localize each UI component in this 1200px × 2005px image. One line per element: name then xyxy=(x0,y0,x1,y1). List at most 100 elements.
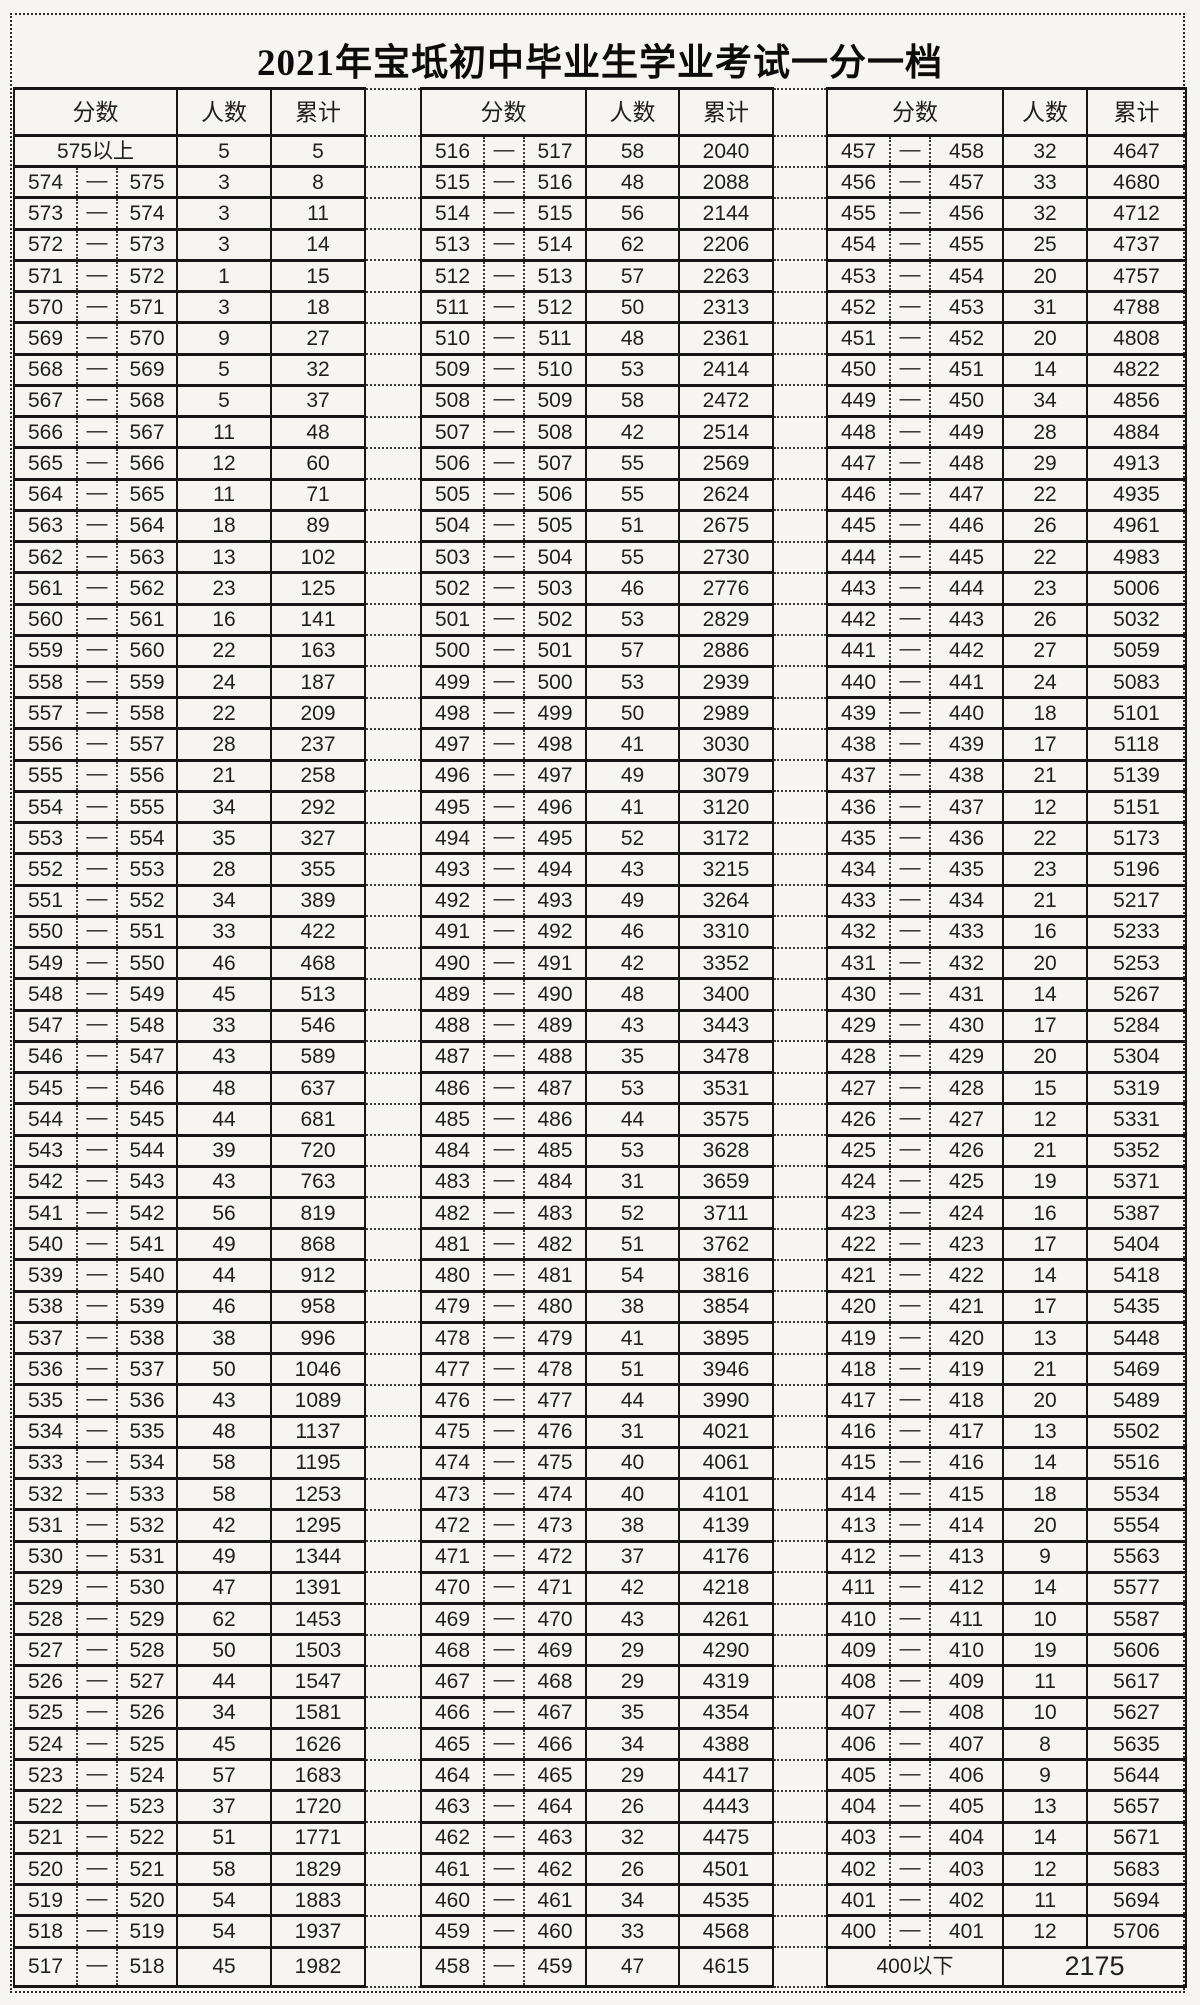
gap-cell xyxy=(365,1415,421,1449)
count-cell: 51 xyxy=(177,1820,272,1855)
gap-cell xyxy=(365,1946,421,1988)
gap-cell xyxy=(773,665,827,699)
cumulative-cell: 468 xyxy=(271,946,366,981)
dash-cell: — xyxy=(890,1102,931,1137)
dash: — xyxy=(899,731,921,755)
count-cell: 12 xyxy=(177,446,272,481)
dash: — xyxy=(899,699,921,723)
cumulative-cell: 2886 xyxy=(679,633,774,668)
cumulative-cell: 1344 xyxy=(271,1539,366,1574)
dash: — xyxy=(493,1293,515,1317)
dash-cell: — xyxy=(890,633,931,668)
gap-cell xyxy=(365,1009,421,1043)
score-high-cell: 412 xyxy=(930,1570,1004,1606)
dash: — xyxy=(493,262,515,286)
dash: — xyxy=(899,168,921,192)
count-cell: 9 xyxy=(177,321,272,356)
dash-cell: — xyxy=(890,1851,931,1887)
score-high-cell: 556 xyxy=(117,758,178,793)
score-low-cell: 404 xyxy=(826,1789,891,1824)
dash-cell: — xyxy=(484,227,525,262)
dash: — xyxy=(493,824,515,848)
score-low-cell: 471 xyxy=(420,1539,485,1574)
score-low-cell: 511 xyxy=(420,290,485,325)
score-low-cell: 569 xyxy=(13,321,78,356)
dash: — xyxy=(493,1793,515,1817)
score-high-cell: 530 xyxy=(117,1570,178,1606)
gap-cell xyxy=(773,1352,827,1386)
cumulative-header: 累计 xyxy=(1086,87,1187,137)
score-high-cell: 420 xyxy=(930,1320,1004,1356)
score-high-cell: 467 xyxy=(524,1695,587,1730)
score-high-cell: 454 xyxy=(930,258,1004,294)
score-low-cell: 549 xyxy=(13,946,78,981)
dash: — xyxy=(86,1917,108,1941)
gap-cell xyxy=(365,1540,421,1574)
score-high-cell: 519 xyxy=(117,1914,178,1949)
cumulative-cell: 4822 xyxy=(1087,352,1187,387)
score-high-cell: 434 xyxy=(930,883,1004,918)
dash-cell: — xyxy=(890,1071,931,1106)
gap-cell xyxy=(773,1602,827,1636)
count-cell: 45 xyxy=(177,1726,272,1762)
gap-cell xyxy=(773,603,827,637)
dash: — xyxy=(86,1137,108,1161)
score-low-cell: 420 xyxy=(826,1289,891,1324)
score-high-cell: 478 xyxy=(524,1352,587,1387)
score-low-cell: 483 xyxy=(420,1164,485,1199)
score-low-cell: 491 xyxy=(420,914,485,950)
dash: — xyxy=(899,512,921,536)
score-high-cell: 423 xyxy=(930,1227,1004,1262)
dash: — xyxy=(899,793,921,817)
cumulative-cell: 4261 xyxy=(679,1602,774,1637)
count-cell: 28 xyxy=(1003,415,1088,450)
dash: — xyxy=(899,1636,921,1660)
score-high-cell: 404 xyxy=(930,1820,1004,1855)
score-high-cell: 545 xyxy=(117,1102,178,1137)
score-low-cell: 406 xyxy=(826,1726,891,1762)
score-high-cell: 540 xyxy=(117,1258,178,1293)
score-low-cell: 452 xyxy=(826,290,891,325)
score-high-cell: 531 xyxy=(117,1539,178,1574)
table-row: 568 — 569 5 32 509 — 510 53 2414 450 — 451 14 4822 xyxy=(13,352,1187,387)
count-cell: 24 xyxy=(177,664,272,700)
score-low-cell: 568 xyxy=(13,352,78,387)
dash-cell: — xyxy=(484,1508,525,1543)
count-cell: 51 xyxy=(586,1352,680,1387)
score-low-cell: 496 xyxy=(420,758,485,793)
score-high-cell: 511 xyxy=(524,321,587,356)
score-low-cell: 439 xyxy=(826,696,891,731)
score-low-cell: 446 xyxy=(826,477,891,512)
dash: — xyxy=(899,606,921,630)
table-row: 572 — 573 3 14 513 — 514 62 2206 454 — 455 25 4737 xyxy=(13,227,1187,262)
score-low-cell: 438 xyxy=(826,727,891,762)
score-high-cell: 504 xyxy=(524,540,587,575)
dash-cell: — xyxy=(484,602,525,637)
count-cell: 20 xyxy=(1003,1383,1088,1418)
dash-cell: — xyxy=(484,1258,525,1293)
dash: — xyxy=(86,1043,108,1067)
score-low-cell: 517 xyxy=(13,1945,78,1989)
score-high-cell: 440 xyxy=(930,696,1004,731)
score-high-cell: 517 xyxy=(524,133,587,169)
dash: — xyxy=(86,824,108,848)
dash-cell: — xyxy=(77,1320,118,1356)
score-low-cell: 544 xyxy=(13,1102,78,1137)
gap-cell xyxy=(365,353,421,387)
table-row: 557 — 558 22 209 498 — 499 50 2989 439 — 440 18 5101 xyxy=(13,696,1187,731)
dash-cell: — xyxy=(890,290,931,325)
table-row: 554 — 555 34 292 495 — 496 41 3120 436 — 437 12 5151 xyxy=(13,789,1187,825)
score-low-cell: 543 xyxy=(13,1133,78,1168)
dash-cell: — xyxy=(484,1602,525,1637)
score-low-cell: 429 xyxy=(826,1008,891,1043)
count-cell: 46 xyxy=(586,571,680,606)
gap-cell xyxy=(773,634,827,668)
dash-cell: — xyxy=(890,852,931,887)
cumulative-cell: 4712 xyxy=(1087,196,1187,231)
cumulative-cell: 5032 xyxy=(1087,602,1187,637)
score-high-cell: 414 xyxy=(930,1508,1004,1543)
gap-cell xyxy=(773,852,827,887)
table-row: 521 — 522 51 1771 462 — 463 32 4475 403 — 404 14 5671 xyxy=(13,1820,1187,1855)
score-high-cell: 469 xyxy=(524,1633,587,1668)
cumulative-cell: 589 xyxy=(271,1039,366,1075)
